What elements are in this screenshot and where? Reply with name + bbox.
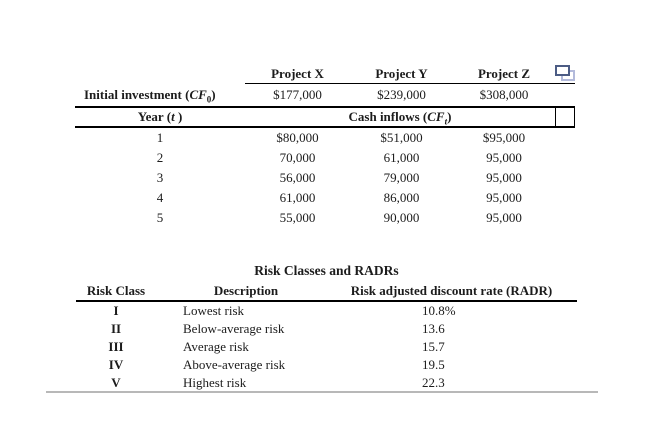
cell-radr: 22.3: [422, 375, 445, 390]
cell-radr: 19.5: [422, 357, 445, 372]
radr-row: I Lowest risk 10.8%: [76, 302, 577, 320]
cell-year: 2: [156, 150, 164, 165]
cell-year: 5: [156, 210, 164, 225]
cell-year: 3: [156, 170, 164, 185]
projects-cashflow-table: Project X Project Y Project Z Initial in…: [75, 64, 575, 228]
cash-inflows-band-label: Cash inflows (CFt): [348, 109, 452, 127]
radr-row: IV Above-average risk 19.5: [76, 356, 577, 374]
description-header: Description: [213, 283, 279, 298]
radr-header-row: Risk Class Description Risk adjusted dis…: [76, 282, 577, 302]
cell-year: 4: [156, 190, 164, 205]
copy-icon-front-rect: [555, 65, 570, 76]
cell-year: 1: [156, 130, 164, 145]
copy-icon[interactable]: [555, 65, 575, 81]
radr-row: II Below-average risk 13.6: [76, 320, 577, 338]
bottom-divider-line: [46, 391, 598, 393]
radr-rate-header: Risk adjusted discount rate (RADR): [350, 283, 553, 298]
year-row: 3 56,000 79,000 95,000: [75, 168, 575, 188]
project-header-row: Project X Project Y Project Z: [75, 64, 575, 84]
cell-project-y-value: 86,000: [383, 190, 420, 205]
year-cash-inflows-band: Year (t ) Cash inflows (CFt): [75, 106, 575, 128]
cell-project-z-value: 95,000: [486, 150, 522, 165]
cell-project-y-value: 90,000: [383, 210, 420, 225]
cell-risk-class: IV: [108, 357, 124, 372]
cell-risk-class: I: [113, 303, 119, 318]
initial-investment-y: $239,000: [377, 87, 426, 102]
year-band-label: Year (t ): [137, 109, 183, 124]
cell-project-z-value: 95,000: [486, 170, 522, 185]
cell-project-x-value: 56,000: [279, 170, 316, 185]
risk-class-header: Risk Class: [86, 283, 146, 298]
cell-project-z-value: 95,000: [486, 210, 522, 225]
cell-project-y-value: $51,000: [380, 130, 423, 145]
cell-project-x-value: 70,000: [279, 150, 316, 165]
cell-project-z-value: 95,000: [486, 190, 522, 205]
cell-project-y-value: 61,000: [383, 150, 420, 165]
radr-row: V Highest risk 22.3: [76, 374, 577, 392]
cell-project-x-value: 61,000: [279, 190, 316, 205]
project-y-header: Project Y: [350, 64, 453, 84]
year-row: 5 55,000 90,000 95,000: [75, 208, 575, 228]
initial-investment-z: $308,000: [479, 87, 529, 102]
cell-description: Above-average risk: [183, 357, 286, 372]
cell-description: Lowest risk: [183, 303, 245, 318]
year-row: 2 70,000 61,000 95,000: [75, 148, 575, 168]
cell-project-x-value: $80,000: [276, 130, 319, 145]
initial-investment-x: $177,000: [273, 87, 322, 102]
radr-table-title: Risk Classes and RADRs: [254, 263, 399, 278]
cell-description: Highest risk: [183, 375, 247, 390]
cell-radr: 13.6: [422, 321, 445, 336]
cell-description: Average risk: [183, 339, 249, 354]
project-z-header: Project Z: [453, 64, 555, 84]
cell-project-x-value: 55,000: [279, 210, 316, 225]
band-empty-cell: [555, 108, 574, 126]
header-corner-cell: [555, 64, 575, 84]
cell-radr: 15.7: [422, 339, 445, 354]
cell-description: Below-average risk: [183, 321, 285, 336]
cell-project-z-value: $95,000: [482, 130, 526, 145]
cell-project-y-value: 79,000: [383, 170, 420, 185]
initial-investment-row: Initial investment (CF0) $177,000 $239,0…: [75, 84, 575, 106]
radr-row: III Average risk 15.7: [76, 338, 577, 356]
radr-table: Risk Classes and RADRs Risk Class Descri…: [76, 262, 577, 392]
cell-radr: 10.8%: [422, 303, 456, 318]
initial-investment-label: Initial investment (CF0): [84, 87, 216, 105]
cell-risk-class: III: [108, 339, 124, 354]
year-row: 4 61,000 86,000 95,000: [75, 188, 575, 208]
header-spacer: [75, 64, 245, 84]
cell-risk-class: V: [111, 375, 121, 390]
year-row: 1 $80,000 $51,000 $95,000: [75, 128, 575, 148]
cell-risk-class: II: [110, 321, 122, 336]
project-x-header: Project X: [245, 64, 350, 84]
